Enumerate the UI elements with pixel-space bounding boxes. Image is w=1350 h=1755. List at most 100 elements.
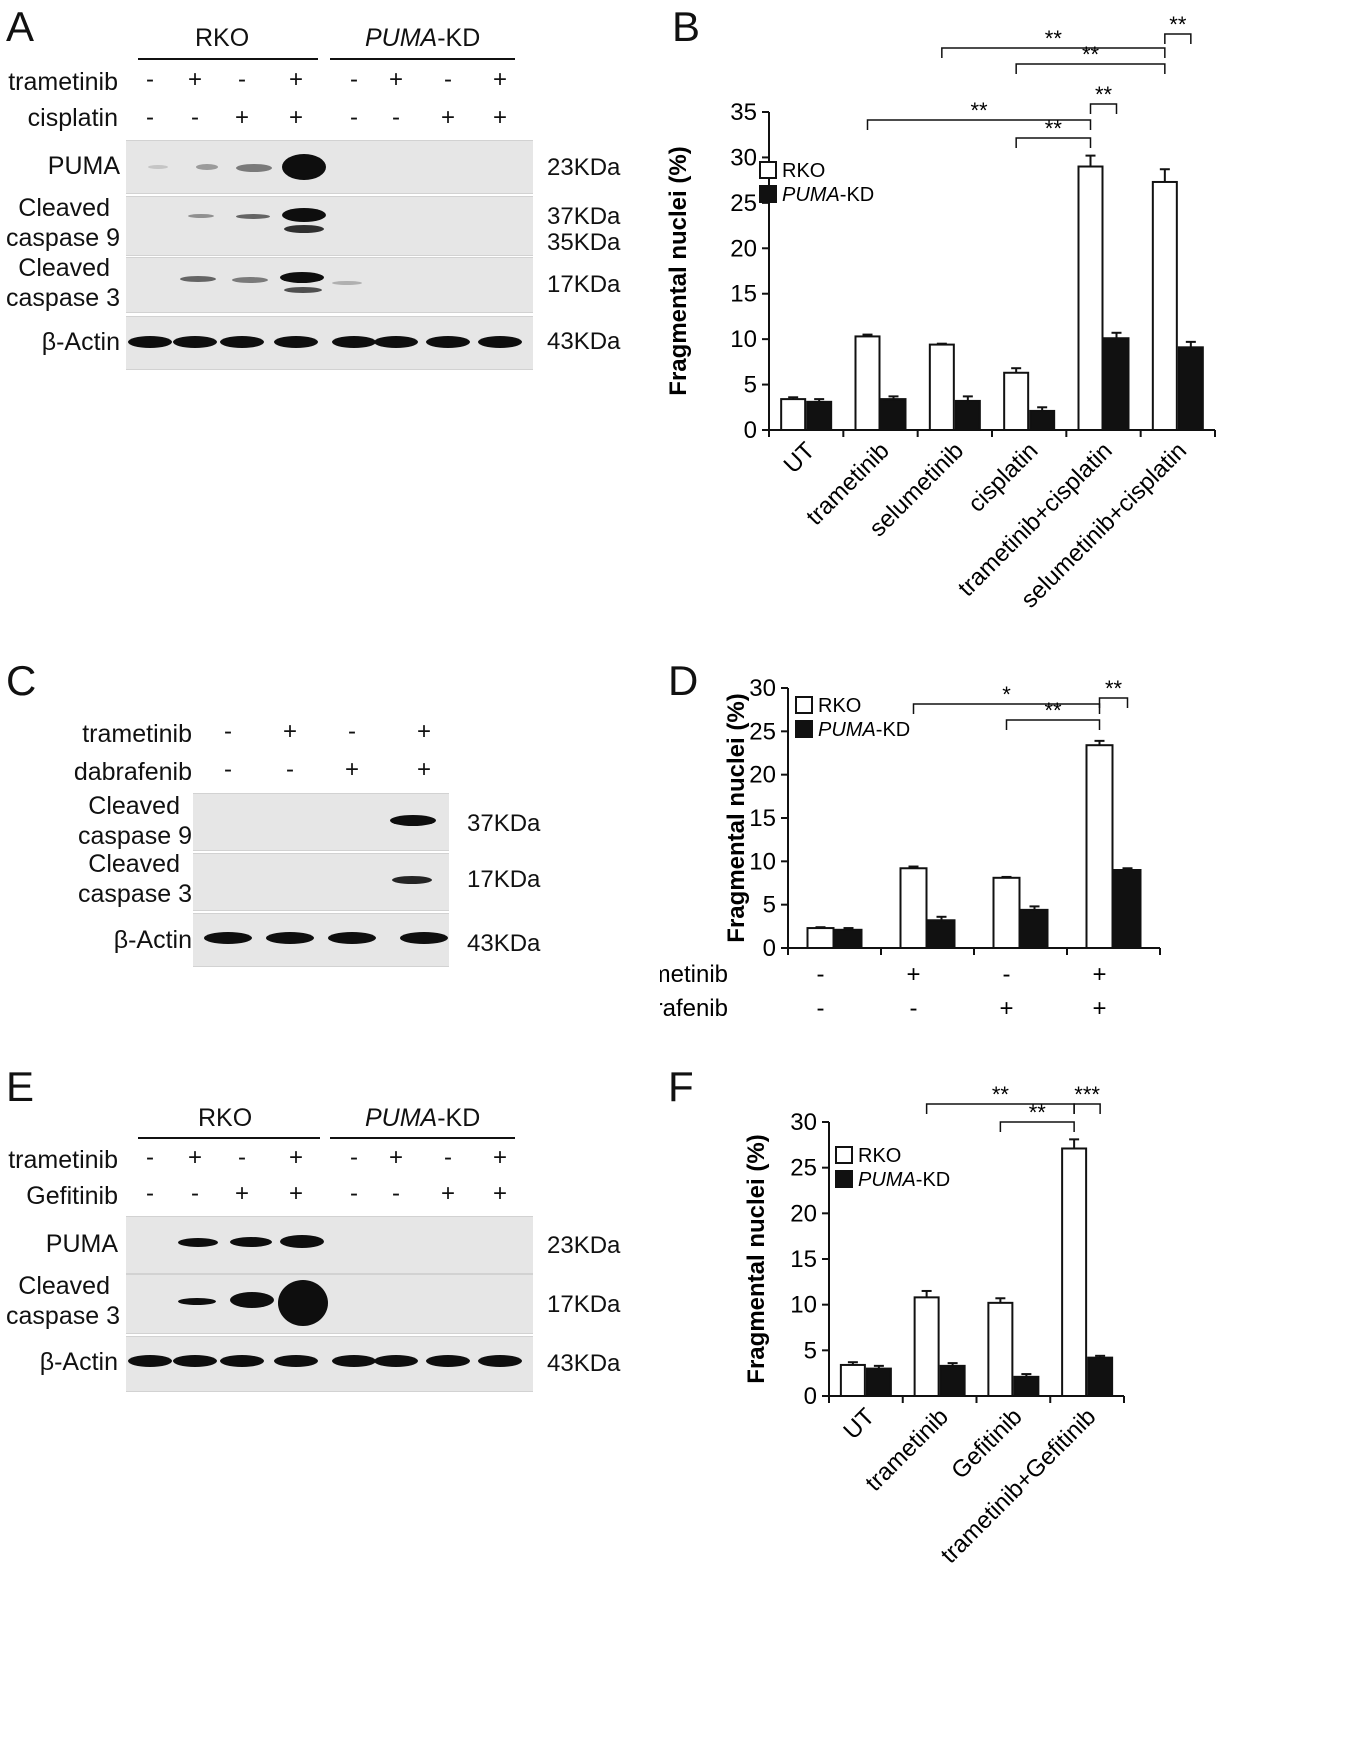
y-tick-label: 15 (730, 281, 757, 308)
group-line-puma-kd (330, 58, 515, 60)
size-37kda: 37KDa (547, 203, 621, 230)
sign-0-1: + (282, 718, 298, 745)
bar-1-0 (865, 1367, 892, 1398)
sign-1-2: + (234, 1180, 250, 1207)
panel-d-letter: D (668, 657, 699, 704)
y-tick-label: 30 (749, 675, 776, 702)
actin-band-4 (332, 336, 376, 348)
sign-1-5: - (392, 1180, 400, 1207)
actin-band-1 (173, 1355, 217, 1367)
band-c9-lane3 (236, 214, 270, 219)
size-17kda: 17KDa (547, 271, 621, 298)
bar-0-3 (1061, 1147, 1088, 1397)
sign-1-1: - (191, 1180, 199, 1207)
bar-1-2 (954, 399, 981, 432)
actin-band-0 (128, 336, 172, 348)
size-17kda-c: 17KDa (467, 866, 541, 893)
sign-1-7: + (492, 1180, 508, 1207)
panel-f-letter: F (668, 1063, 694, 1110)
y-tick-label: 25 (749, 718, 776, 745)
bar-1-3 (1113, 869, 1142, 949)
blot-label-puma-e: PUMA (45, 1230, 118, 1258)
band-c3-lane3 (232, 277, 268, 283)
size-23kda: 23KDa (547, 154, 621, 181)
group-line-rko-e (138, 1137, 320, 1139)
treatment-label-trametinib: trametinib (8, 68, 118, 96)
bar-0-1 (899, 867, 928, 949)
sign-1-3: + (416, 756, 432, 783)
y-tick-label: 5 (763, 892, 776, 919)
significance-bracket (1073, 1103, 1101, 1114)
panel-a-letter: A (6, 3, 35, 50)
condition-label: trametinib (660, 961, 728, 988)
sign-0-0: - (224, 718, 232, 745)
actin-band-2 (220, 336, 264, 348)
band-c3-lane5 (332, 281, 362, 285)
sign-0-1: + (187, 1144, 203, 1171)
bar-0-2 (992, 876, 1021, 949)
size-43kda: 43KDa (547, 328, 621, 355)
group-label-puma-kd: PUMA-KD (365, 24, 481, 52)
condition-sign: + (906, 961, 920, 988)
actin-band-1 (173, 336, 217, 348)
bar-0-0 (839, 1363, 866, 1397)
category-label: UT (779, 437, 821, 479)
sign-1-3: + (288, 104, 304, 131)
band-c3-lane4-lower (284, 287, 322, 293)
blot-label-actin: β-Actin (41, 328, 120, 356)
significance-bracket (1005, 719, 1101, 730)
y-tick-label: 10 (790, 1292, 817, 1319)
y-tick-label: 25 (790, 1155, 817, 1182)
sign-1-0: - (146, 104, 154, 131)
significance-label: ** (1082, 42, 1100, 67)
bar-0-0 (806, 927, 835, 950)
actin-band-7 (478, 1355, 522, 1367)
blot-puma (126, 140, 533, 194)
treatment-label-dabrafenib-c: dabrafenib (73, 758, 192, 786)
bar-1-3 (1029, 409, 1056, 432)
legend-swatch (795, 720, 813, 738)
y-tick-label: 25 (730, 190, 757, 217)
y-tick-label: 15 (749, 805, 776, 832)
band-puma-lane2 (196, 164, 218, 170)
bar-0-3 (1003, 371, 1030, 432)
blot-label-actin-e: β-Actin (39, 1348, 118, 1376)
legend-swatch (759, 185, 777, 203)
blot-label-c3-line2: caspase 3 (6, 284, 120, 312)
y-tick-label: 20 (790, 1200, 817, 1227)
actin-band-2 (220, 1355, 264, 1367)
sign-0-3: + (416, 718, 432, 745)
band-puma-e-lane3 (230, 1237, 272, 1247)
y-tick-label: 0 (744, 417, 757, 444)
significance-label: ** (1105, 676, 1123, 701)
blot-label-c9-line1: Cleaved (18, 194, 110, 222)
sign-0-2: - (238, 1144, 246, 1171)
actin-band-1 (266, 932, 314, 944)
y-axis-label: Fragmental nuclei (%) (665, 146, 692, 395)
legend-label: RKO (782, 160, 825, 182)
y-tick-label: 30 (790, 1109, 817, 1136)
y-axis-label: Fragmental nuclei (%) (723, 693, 750, 942)
significance-bracket (866, 119, 1092, 130)
significance-label: ** (992, 1082, 1010, 1107)
sign-0-7: + (492, 1144, 508, 1171)
significance-label: ** (1169, 12, 1187, 37)
legend-swatch (759, 161, 777, 179)
y-tick-label: 10 (749, 848, 776, 875)
bar-0-2 (987, 1301, 1014, 1397)
significance-label: *** (1074, 1082, 1100, 1107)
sign-0-1: + (187, 66, 203, 93)
group-line-rko (138, 58, 318, 60)
treatment-label-gefitinib-e: Gefitinib (26, 1182, 118, 1210)
sign-0-7: + (492, 66, 508, 93)
sign-0-2: - (238, 66, 246, 93)
bar-0-0 (780, 398, 807, 432)
bar-0-5 (1151, 180, 1178, 431)
blot-cleaved-caspase-9 (126, 196, 533, 256)
y-tick-label: 35 (730, 99, 757, 126)
size-43kda-c: 43KDa (467, 930, 541, 957)
bar-1-1 (927, 919, 956, 949)
y-tick-label: 30 (730, 144, 757, 171)
sign-0-2: - (348, 718, 356, 745)
